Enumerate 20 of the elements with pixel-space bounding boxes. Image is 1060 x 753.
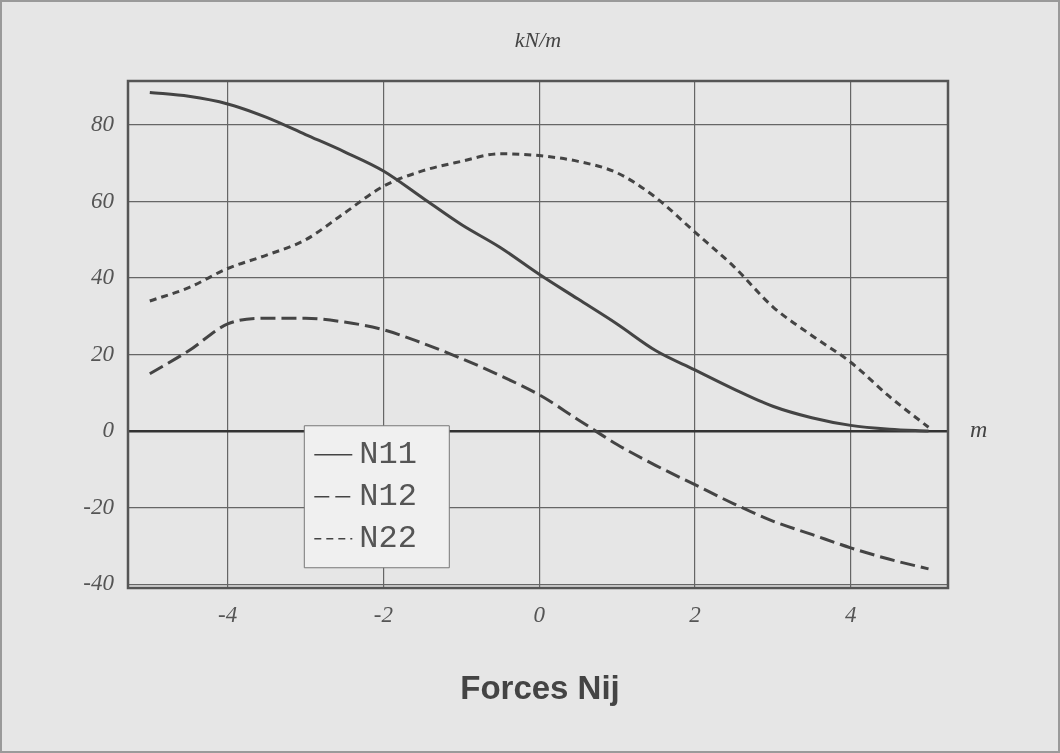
legend-label: N11 (359, 436, 417, 474)
x-tick-label: 2 (689, 601, 701, 627)
x-tick-label: -4 (218, 601, 238, 627)
x-tick-label: 4 (844, 601, 857, 627)
x-axis-title: m (970, 416, 988, 443)
y-tick-label: -40 (83, 570, 115, 596)
text: Forces Nij (460, 669, 620, 707)
x-tick-label: -2 (373, 601, 394, 627)
y-tick-label: -20 (83, 493, 115, 519)
y-tick-label: 0 (102, 417, 115, 443)
legend-label: N22 (359, 520, 417, 558)
y-tick-label: 40 (91, 264, 115, 290)
y-tick-label: 20 (91, 340, 115, 366)
line-series (148, 90, 931, 433)
y-tick-label: 60 (91, 187, 115, 213)
y-tick-label: 80 (91, 111, 115, 137)
y-axis-title: kN/m (514, 26, 562, 52)
line-series (148, 316, 931, 571)
legend-label: N12 (359, 478, 417, 516)
x-tick-label: 0 (533, 601, 546, 627)
